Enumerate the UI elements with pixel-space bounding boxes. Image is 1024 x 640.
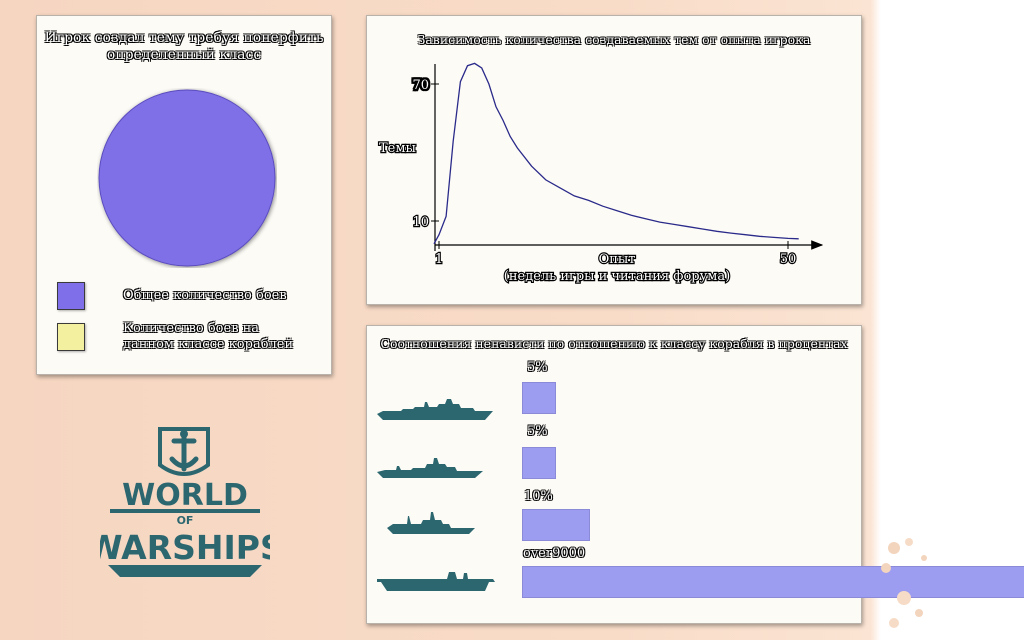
bar-battleship <box>522 382 556 414</box>
x-axis-sublabel: (недель игры и читания форума) <box>504 269 730 284</box>
svg-text:WARSHIPS: WARSHIPS <box>100 528 270 567</box>
battleship-icon <box>377 399 493 420</box>
y-tick-label-70: 70 <box>412 78 429 93</box>
bar-carrier <box>522 566 1024 598</box>
bar-label-battleship: 5% <box>527 360 548 375</box>
bar-chart-panel: Соотношения ненависти по отношению к кла… <box>366 325 1024 624</box>
bar-chart-title: Соотношения ненависти по отношению к кла… <box>380 336 848 351</box>
pie-chart <box>98 89 276 267</box>
y-tick-label-10: 10 <box>412 215 429 230</box>
legend-swatch-total <box>57 282 85 310</box>
legend-label-total: Общее количество боев <box>123 288 287 303</box>
aircraft-carrier-icon <box>377 572 495 591</box>
bar-destroyer <box>522 509 590 541</box>
legend-label-class: Количество боев на данном классе корабле… <box>123 321 294 352</box>
bar-label-carrier: over9000 <box>523 546 586 561</box>
world-of-warships-logo: WORLD OF WARSHIPS <box>100 427 270 577</box>
cruiser-icon <box>377 458 483 478</box>
pie-chart-panel: Игрок создал тему требуя понерфить опред… <box>36 15 332 375</box>
bar-cruiser <box>522 447 556 479</box>
x-tick-label-1: 1 <box>435 252 443 267</box>
x-tick-label-50: 50 <box>780 252 797 267</box>
x-axis-label: Опыт <box>599 252 636 267</box>
destroyer-icon <box>387 512 475 534</box>
bar-label-cruiser: 5% <box>527 424 548 439</box>
pie-slice-total <box>98 89 276 267</box>
line-chart: 70 10 1 50 Темы Опыт (недель игры и чита… <box>378 62 824 285</box>
paint-splatter-decoration <box>881 538 927 628</box>
y-axis-label: Темы <box>379 141 416 156</box>
legend-swatch-class <box>57 323 85 351</box>
bar-label-destroyer: 10% <box>524 489 553 504</box>
line-series-topics <box>433 62 799 245</box>
line-chart-panel: Зависимость количества создаваемых тем о… <box>366 15 862 305</box>
svg-text:OF: OF <box>177 514 194 527</box>
pie-chart-title: Игрок создал тему требуя понерфить опред… <box>44 30 324 63</box>
svg-text:WORLD: WORLD <box>122 478 248 513</box>
anchor-shield-icon <box>158 427 210 476</box>
line-chart-title: Зависимость количества создаваемых тем о… <box>417 32 811 47</box>
